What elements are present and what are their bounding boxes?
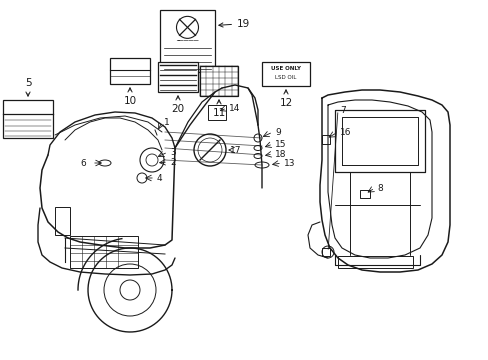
Text: 5: 5 <box>24 78 31 96</box>
Text: 13: 13 <box>284 158 295 167</box>
Text: 6: 6 <box>80 158 85 167</box>
Text: 14: 14 <box>228 104 240 112</box>
Text: 8: 8 <box>376 184 382 193</box>
Text: 7: 7 <box>339 105 345 114</box>
Bar <box>160 10 215 72</box>
Text: 11: 11 <box>212 100 225 118</box>
Bar <box>110 58 150 84</box>
Text: 1: 1 <box>163 117 169 126</box>
Text: USE ONLY: USE ONLY <box>270 66 301 71</box>
Bar <box>321 135 329 144</box>
Text: 20: 20 <box>171 96 184 114</box>
Text: 18: 18 <box>274 149 286 158</box>
Bar <box>3 100 53 138</box>
Bar <box>359 190 369 198</box>
Text: 15: 15 <box>274 140 286 149</box>
Text: LSD OIL: LSD OIL <box>275 75 296 80</box>
Text: 2: 2 <box>170 158 175 166</box>
Text: 16: 16 <box>339 127 351 136</box>
Text: 17: 17 <box>229 145 241 154</box>
Circle shape <box>198 138 222 162</box>
Bar <box>262 62 309 86</box>
Bar <box>207 105 225 120</box>
Text: ─────────: ───────── <box>176 39 198 43</box>
Bar <box>55 207 70 235</box>
Text: 12: 12 <box>279 90 292 108</box>
Text: 19: 19 <box>219 19 250 29</box>
Bar <box>70 236 138 268</box>
Text: 10: 10 <box>123 88 136 106</box>
Text: 4: 4 <box>157 174 163 183</box>
Bar <box>158 62 198 92</box>
Bar <box>321 248 329 256</box>
Bar <box>337 256 412 268</box>
Text: 9: 9 <box>274 127 280 136</box>
Text: 3: 3 <box>170 148 175 157</box>
Bar <box>200 66 238 96</box>
